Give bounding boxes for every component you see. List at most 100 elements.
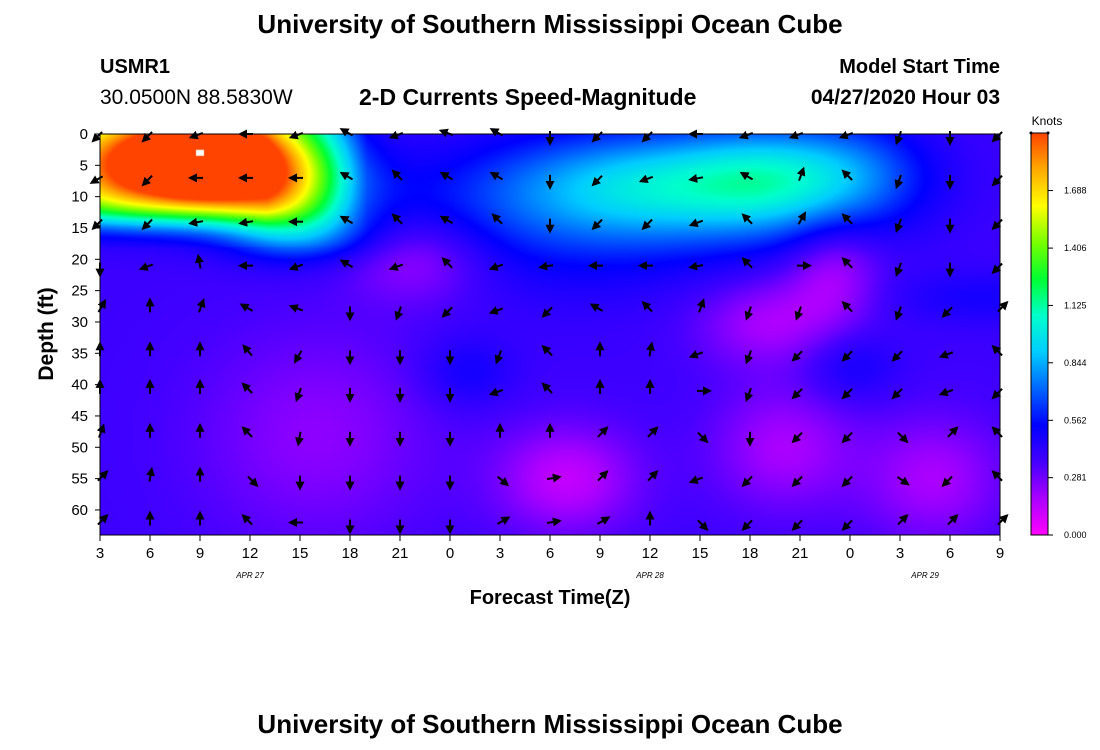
y-tick-label: 55: [71, 471, 88, 488]
date-label: APR 28: [635, 571, 664, 580]
current-vector-arrow: [941, 475, 953, 488]
current-vector-arrow: [597, 470, 609, 482]
colorbar-ticks: 0.000 0.281 0.562 0.844 1.125 1.406 1.688: [1029, 131, 1087, 540]
current-vector-arrow: [538, 261, 554, 271]
current-vector-arrow: [991, 344, 1003, 357]
current-vector-arrow: [841, 388, 853, 400]
current-vector-arrow: [591, 174, 603, 187]
colorbar-tick-label: 1.688: [1064, 186, 1087, 196]
current-vector-arrow: [439, 171, 454, 181]
current-vector-arrow: [641, 218, 653, 231]
x-tick-label: 6: [946, 545, 954, 562]
current-vector-arrow: [991, 218, 1003, 231]
colorbar-end-dot: [1046, 131, 1050, 135]
colorbar-gradient: [1030, 132, 1049, 536]
colorbar-tick-label: 0.281: [1064, 473, 1087, 483]
x-tick-label: 0: [446, 545, 454, 562]
current-vector-arrow: [441, 257, 453, 269]
current-vector-arrow: [141, 174, 153, 187]
current-vector-arrow: [647, 426, 659, 438]
x-tick-label: 15: [692, 545, 709, 562]
current-vector-arrow: [546, 473, 562, 483]
current-vector-arrow: [638, 174, 654, 184]
current-vector-arrow: [589, 303, 604, 312]
current-vector-arrow: [91, 131, 103, 143]
current-vector-arrow: [295, 431, 304, 447]
current-vector-arrow: [741, 257, 753, 269]
current-vector-arrow: [991, 388, 1003, 400]
current-vector-arrow: [97, 514, 109, 526]
current-vector-arrow: [488, 306, 504, 315]
current-vector-arrow: [841, 257, 853, 269]
current-vector-arrow: [441, 306, 453, 318]
current-vector-arrow: [489, 128, 504, 137]
current-vector-arrow: [841, 475, 853, 488]
current-vector-arrow: [938, 387, 954, 397]
current-vector-arrow: [894, 306, 904, 321]
y-axis: 0 5 10 15 20 25 30 35 40 45 50 55 60: [71, 126, 100, 519]
current-vector-arrow: [696, 298, 706, 313]
y-tick-label: 25: [71, 283, 88, 300]
y-tick-label: 50: [71, 439, 88, 456]
current-vector-arrow: [841, 431, 853, 444]
y-tick-label: 60: [71, 502, 88, 519]
current-vector-arrow: [841, 300, 853, 313]
model-start-time: 04/27/2020 Hour 03: [810, 86, 1000, 109]
current-vector-arrow: [688, 475, 704, 484]
current-vector-arrow: [897, 514, 909, 526]
current-vector-arrow: [897, 431, 909, 444]
current-vector-arrow: [146, 466, 155, 482]
current-vector-arrow: [591, 131, 603, 143]
current-vector-arrow: [488, 387, 504, 397]
x-tick-label: 3: [896, 545, 904, 562]
current-vector-arrow: [697, 519, 709, 532]
current-vector-arrow: [741, 213, 753, 225]
current-vector-arrow: [239, 303, 254, 312]
x-tick-label: 9: [996, 545, 1004, 562]
date-label: APR 27: [235, 571, 264, 580]
current-vector-arrow: [541, 344, 553, 357]
current-vector-arrow: [339, 128, 354, 137]
x-axis-label: Forecast Time(Z): [470, 587, 631, 609]
current-vector-arrow: [891, 388, 903, 400]
colorbar-tick-label: 0.000: [1064, 530, 1087, 540]
current-vector-arrow: [489, 171, 504, 181]
y-tick-label: 20: [71, 251, 88, 268]
current-vector-arrow: [997, 514, 1009, 526]
current-vector-arrow: [697, 431, 709, 444]
station-id: USMR1: [100, 56, 171, 78]
current-vector-arrow: [494, 350, 504, 365]
current-vector-arrow: [591, 218, 603, 231]
current-vector-arrow: [138, 262, 154, 271]
x-tick-label: 9: [196, 545, 204, 562]
current-vector-arrow: [938, 350, 954, 359]
x-tick-label: 9: [596, 545, 604, 562]
chart-subtitle: 2-D Currents Speed-Magnitude: [359, 84, 697, 110]
x-tick-label: 6: [146, 545, 154, 562]
current-vector-arrow: [196, 298, 206, 313]
colorbar-end-dot: [1029, 131, 1033, 135]
current-vector-arrow: [796, 166, 806, 182]
current-vector-arrow: [791, 519, 803, 532]
current-vector-arrow: [294, 350, 303, 364]
current-vector-arrow: [288, 304, 304, 313]
current-vector-arrow: [641, 300, 653, 313]
current-vector-arrow: [288, 262, 304, 271]
x-tick-label: 0: [846, 545, 854, 562]
current-vector-arrow: [794, 306, 804, 321]
current-vector-arrow: [546, 517, 562, 527]
current-vector-arrow: [238, 217, 254, 227]
current-vector-arrow: [294, 387, 304, 403]
y-tick-label: 15: [71, 220, 88, 237]
x-tick-label: 12: [642, 545, 659, 562]
current-vectors: [89, 128, 1009, 535]
current-vector-arrow: [741, 519, 753, 532]
colorbar-tick-label: 0.844: [1064, 358, 1087, 368]
current-vector-arrow: [247, 475, 259, 488]
current-vector-arrow: [688, 173, 704, 183]
current-vector-arrow: [791, 388, 803, 400]
current-vector-arrow: [841, 519, 853, 532]
y-axis-label: Depth (ft): [35, 287, 58, 380]
current-vector-arrow: [491, 213, 503, 225]
